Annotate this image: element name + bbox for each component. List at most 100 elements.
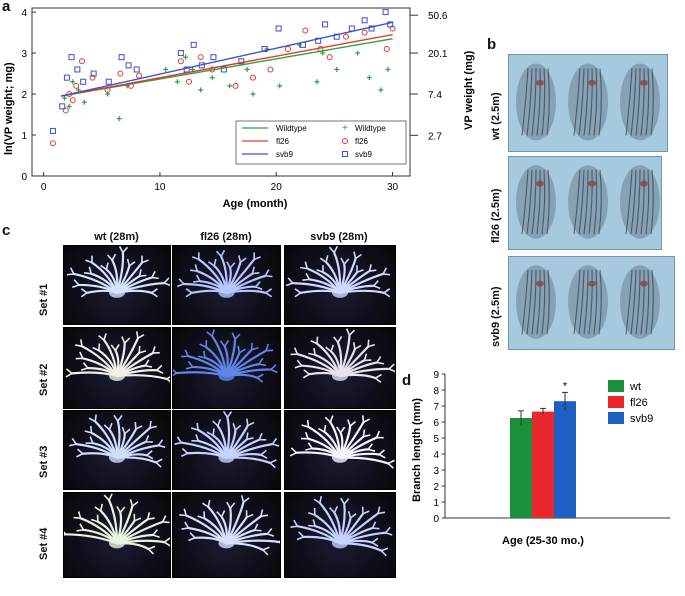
- chart-d-ytick-label: 2: [433, 482, 439, 493]
- ductal-tree-drawing: [174, 411, 280, 469]
- chart-d-ytick-label: 8: [433, 386, 439, 397]
- ductal-image-set3-svb9: [284, 410, 396, 490]
- panel-c-row-label-set2: Set #2: [38, 363, 50, 396]
- point-wildtype: [244, 66, 250, 72]
- legend-marker-fl26: [342, 138, 348, 144]
- fit-line-fl26: [60, 33, 393, 97]
- panel-a-scatter-chart: 0 10 20 30 0 1 2 3 4 50.6 20.1 7.4 2.7 Age (month) l…: [3, 7, 475, 210]
- point-fl26: [361, 29, 368, 36]
- ductal-image-set2-wt: [63, 327, 171, 409]
- prostate-lobe-drawing: [516, 265, 556, 339]
- chart-d-xlabel: Age (25-30 mo.): [502, 535, 584, 547]
- legend-marker-fl26-label: fl26: [355, 137, 368, 146]
- point-wildtype: [378, 87, 384, 93]
- point-fl26: [177, 58, 184, 65]
- significance-asterisk: *: [563, 380, 568, 392]
- chart-a-y2tick-label: 50.6: [428, 11, 448, 22]
- point-wildtype: [314, 79, 320, 85]
- point-svb9: [90, 70, 97, 77]
- point-svb9: [210, 54, 217, 61]
- chart-d-ytick-label: 1: [433, 498, 439, 509]
- point-svb9: [133, 66, 140, 73]
- point-svb9: [382, 9, 389, 16]
- legend-swatch-wt: [608, 380, 624, 392]
- prostate-lobe-drawing: [516, 165, 556, 239]
- point-wildtype: [277, 83, 283, 89]
- point-wildtype: [81, 99, 87, 105]
- legend-label-wt: wt: [629, 381, 641, 393]
- point-fl26: [249, 74, 256, 81]
- legend-swatch-fl26: [608, 396, 624, 408]
- legend-marker-wildtype-label: Wildtype: [355, 124, 386, 133]
- ductal-tree-drawing: [289, 415, 395, 469]
- bar-fl26: [532, 411, 554, 518]
- panel-c-row-label-set4: Set #4: [38, 527, 50, 560]
- point-fl26: [197, 54, 204, 61]
- legend-marker-svb9-label: svb9: [355, 150, 372, 159]
- ductal-tree-drawing: [179, 495, 280, 556]
- point-wildtype: [334, 66, 340, 72]
- panel-b-row-label-wt: wt (2.5m): [490, 92, 502, 140]
- panel-b-row-label-fl26: fl26 (2.5m): [490, 188, 502, 243]
- point-wildtype: [70, 79, 76, 85]
- chart-d-ytick-label: 3: [433, 466, 439, 477]
- fit-line-svb9: [60, 21, 393, 97]
- chart-a-y2tick-label: 20.1: [428, 49, 448, 60]
- chart-a-xtick-label: 20: [271, 182, 283, 193]
- chart-a-y2tick-label: 2.7: [428, 131, 442, 142]
- point-wildtype: [355, 50, 361, 56]
- prostate-lobe-drawing: [620, 165, 660, 239]
- ductal-tree-drawing: [173, 329, 278, 383]
- point-fl26: [89, 74, 96, 81]
- chart-a-legend: Wildtype fl26 svb9 + Wildtype fl26 svb9: [235, 120, 407, 165]
- ductal-image-set2-fl26: [172, 327, 281, 409]
- prostate-lobe-drawing: [516, 63, 556, 141]
- point-wildtype: [385, 66, 391, 72]
- point-fl26: [232, 82, 239, 89]
- chart-d-ytick-label: 9: [433, 370, 439, 381]
- point-wildtype: [62, 95, 68, 101]
- chart-a-y2label: VP weight (mg): [463, 50, 475, 130]
- point-svb9: [125, 62, 132, 69]
- panel-c-row-label-set3: Set #3: [38, 445, 50, 478]
- point-fl26: [62, 107, 69, 114]
- point-svb9: [80, 78, 87, 85]
- point-wildtype: [116, 116, 122, 122]
- point-svb9: [361, 17, 368, 24]
- chart-d-ytick-label: 0: [433, 514, 439, 525]
- legend-swatch-svb9: [608, 412, 624, 424]
- point-svb9: [177, 50, 184, 57]
- chart-d-ytick-label: 7: [433, 402, 439, 413]
- point-fl26: [73, 82, 80, 89]
- point-fl26: [343, 33, 350, 40]
- point-svb9: [190, 41, 197, 48]
- ductal-image-set4-wt: [63, 492, 171, 578]
- chart-a-ytick-label: 2: [21, 90, 27, 101]
- point-fl26: [284, 45, 291, 52]
- point-svb9: [348, 25, 355, 32]
- ductal-tree-drawing: [290, 328, 395, 384]
- chart-a-ytick-label: 0: [21, 172, 27, 183]
- panel-c-col-label-fl26: fl26 (28m): [200, 231, 252, 243]
- point-fl26: [186, 78, 193, 85]
- point-wildtype: [209, 75, 215, 81]
- legend-line-svb9-label: svb9: [276, 150, 293, 159]
- panel-c-col-label-svb9: svb9 (28m): [310, 231, 368, 243]
- point-svb9: [238, 58, 245, 65]
- point-fl26: [49, 140, 56, 147]
- panel-b-tissue-drawings: [516, 63, 660, 339]
- prostate-lobe-drawing: [620, 63, 660, 141]
- chart-a-ytick-label: 4: [21, 8, 27, 19]
- point-svb9: [68, 54, 75, 61]
- panel-d-bar-chart: 0 1 2 3 4 5 6 7 8 9 * Branch length (mm) Age (25-…: [411, 370, 670, 547]
- bar-svb9: [554, 401, 576, 518]
- point-svb9: [118, 54, 125, 61]
- panel-a-letter: a: [2, 0, 11, 15]
- ductal-tree-drawing: [285, 246, 391, 298]
- point-wildtype: [183, 54, 189, 60]
- ductal-tree-drawing: [64, 493, 170, 555]
- ductal-image-set4-svb9: [284, 492, 396, 578]
- panel-c-col-label-wt: wt (28m): [94, 231, 139, 243]
- panel-c-letter: c: [2, 222, 11, 239]
- point-fl26: [136, 72, 143, 79]
